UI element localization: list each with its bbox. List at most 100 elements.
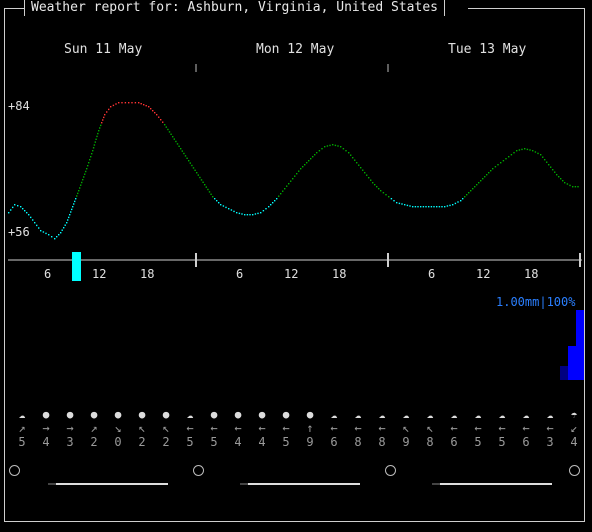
hour-label: 6	[428, 267, 436, 281]
temp-dot	[188, 160, 190, 162]
temp-dot	[370, 179, 372, 181]
temp-dot	[505, 158, 507, 160]
temp-dot	[502, 160, 505, 162]
temp-dot	[542, 156, 544, 158]
temp-dot	[428, 206, 430, 208]
temp-dot	[236, 212, 238, 214]
temp-dot	[366, 174, 368, 176]
temp-dot	[103, 116, 105, 119]
temp-dot	[321, 148, 323, 150]
temp-dot	[510, 154, 513, 156]
temp-dot	[478, 182, 480, 184]
temp-dot	[324, 146, 326, 148]
temp-dot	[288, 183, 290, 185]
temp-dot	[286, 185, 288, 187]
temp-dot	[265, 208, 267, 210]
temp-dot	[108, 108, 110, 111]
wind-speed: 5	[474, 435, 482, 449]
wind-direction-arrow: ↘	[114, 421, 122, 435]
temp-dot	[441, 206, 443, 208]
temp-dot	[191, 164, 193, 167]
wind-direction-arrow: ←	[210, 421, 218, 435]
temp-dot	[444, 206, 446, 208]
temp-dot	[529, 149, 531, 151]
precip-bar	[576, 310, 584, 380]
wind-speed: 5	[498, 435, 506, 449]
temp-dot	[390, 198, 393, 200]
temp-dot	[72, 206, 74, 208]
temp-dot	[67, 219, 69, 221]
temp-dot	[433, 206, 435, 208]
temp-dot	[93, 144, 96, 146]
wind-direction-arrow: ←	[234, 421, 242, 435]
temp-dot	[51, 236, 53, 238]
temp-dot	[165, 126, 167, 128]
wind-speed: 8	[426, 435, 434, 449]
timeline-axis	[8, 252, 582, 281]
frame-top-right	[468, 8, 585, 9]
hour-label: 18	[332, 267, 347, 281]
temp-dot	[32, 219, 34, 221]
temp-dot	[121, 102, 123, 104]
temp-dot	[500, 162, 502, 164]
temp-dot	[524, 148, 526, 150]
temp-dot	[17, 205, 19, 207]
temp-dot	[148, 106, 150, 108]
temp-dot	[241, 213, 243, 215]
temp-dot	[94, 141, 96, 143]
temp-dot	[81, 181, 83, 184]
temp-dot	[480, 180, 482, 182]
current-time-marker	[72, 252, 81, 281]
temp-dot	[40, 230, 42, 232]
temp-dot	[34, 222, 36, 224]
moon-icon	[193, 465, 204, 476]
temp-dot	[207, 188, 209, 191]
temp-dot	[560, 178, 562, 180]
wind-speed: 3	[66, 435, 74, 449]
cloud-sun-icon: ☁	[450, 408, 458, 421]
temp-dot	[280, 193, 282, 195]
cloud-sun-icon: ☁	[474, 408, 482, 421]
temp-dot	[401, 203, 403, 205]
temp-dot	[488, 172, 490, 174]
hour-label: 18	[524, 267, 539, 281]
cloud-sun-icon: ☁	[498, 408, 506, 421]
temp-dot	[66, 222, 68, 224]
temp-dot	[246, 214, 249, 216]
temp-dot	[486, 174, 488, 176]
temp-dot	[464, 196, 466, 198]
precip-bar	[560, 366, 568, 380]
temp-dot	[374, 184, 376, 186]
wind-speed: 2	[90, 435, 98, 449]
temp-dot	[138, 102, 140, 104]
temp-dot	[92, 150, 94, 152]
sun-icon: ●	[66, 408, 74, 421]
temp-dot	[54, 238, 56, 240]
temp-dot	[270, 204, 272, 206]
temp-dot	[372, 182, 374, 184]
temp-dot	[482, 178, 484, 180]
temp-dot	[212, 196, 214, 198]
temp-dot	[404, 204, 406, 206]
temp-dot	[170, 133, 172, 135]
sun-icon: ●	[138, 408, 146, 421]
temp-dot	[417, 206, 419, 208]
temp-dot	[436, 206, 438, 208]
temp-max-label: +84	[8, 99, 30, 113]
temp-dot	[64, 224, 66, 226]
wind-direction-arrow: ←	[186, 421, 194, 435]
temp-dot	[152, 110, 154, 112]
temp-dot	[78, 190, 80, 192]
temp-dot	[398, 202, 401, 205]
temp-dot	[562, 180, 564, 182]
temp-dot	[354, 159, 356, 161]
temp-dot	[257, 212, 259, 215]
temp-dot	[184, 155, 187, 157]
temp-dot	[183, 152, 185, 155]
temp-dot	[45, 232, 47, 235]
temp-dot	[564, 182, 566, 184]
wind-speed: 5	[282, 435, 290, 449]
cloud-sun-icon: ☁	[522, 408, 530, 421]
wind-direction-arrow: ←	[330, 421, 338, 435]
temp-dot	[77, 192, 79, 195]
